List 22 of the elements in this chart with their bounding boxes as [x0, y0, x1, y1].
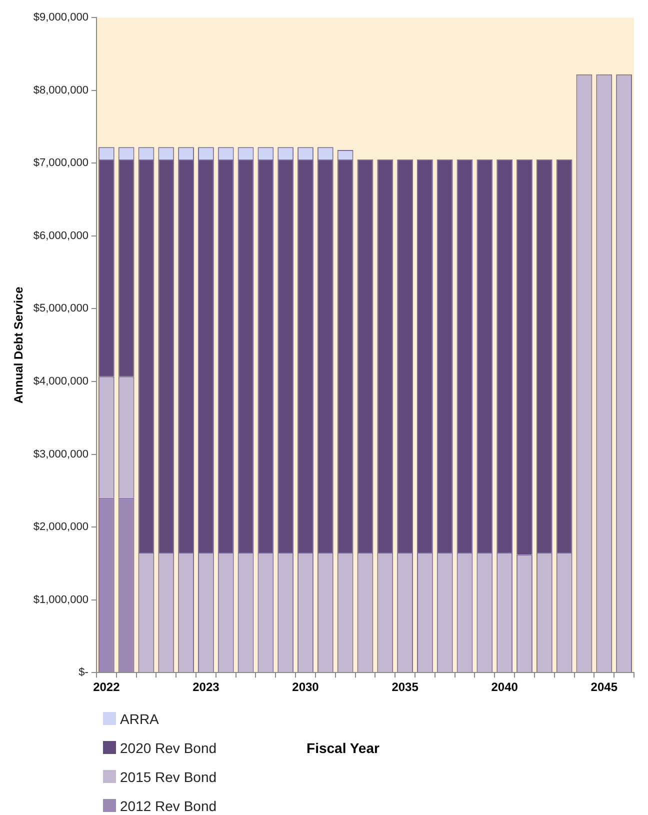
legend-label: 2012 Rev Bond	[120, 798, 217, 814]
y-tick-label: $3,000,000	[33, 448, 88, 460]
y-tick-label: $1,000,000	[33, 594, 88, 606]
x-tick-label: 2040	[491, 680, 518, 694]
y-tick-label: $4,000,000	[33, 376, 88, 388]
y-tick-label: $6,000,000	[33, 230, 88, 242]
y-tick-label: $2,000,000	[33, 521, 88, 534]
x-axis-title: Fiscal Year	[306, 740, 380, 756]
x-tick-label: 2035	[392, 680, 419, 694]
y-tick-label: $7,000,000	[33, 157, 88, 170]
legend-label: 2020 Rev Bond	[120, 740, 217, 756]
x-tick-label: 2022	[93, 680, 120, 694]
y-tick-label: $8,000,000	[33, 84, 88, 96]
x-tick-label: 2023	[192, 680, 220, 694]
y-tick-label: $-	[78, 666, 89, 679]
y-tick-label: $9,000,000	[33, 12, 88, 24]
x-tick-label: 2045	[590, 680, 618, 694]
y-tick-label: $5,000,000	[33, 302, 88, 315]
legend-label: ARRA	[120, 710, 159, 726]
y-axis-title: Annual Debt Service	[12, 286, 26, 404]
legend-label: 2015 Rev Bond	[120, 768, 217, 784]
x-tick-label: 2030	[292, 680, 320, 694]
